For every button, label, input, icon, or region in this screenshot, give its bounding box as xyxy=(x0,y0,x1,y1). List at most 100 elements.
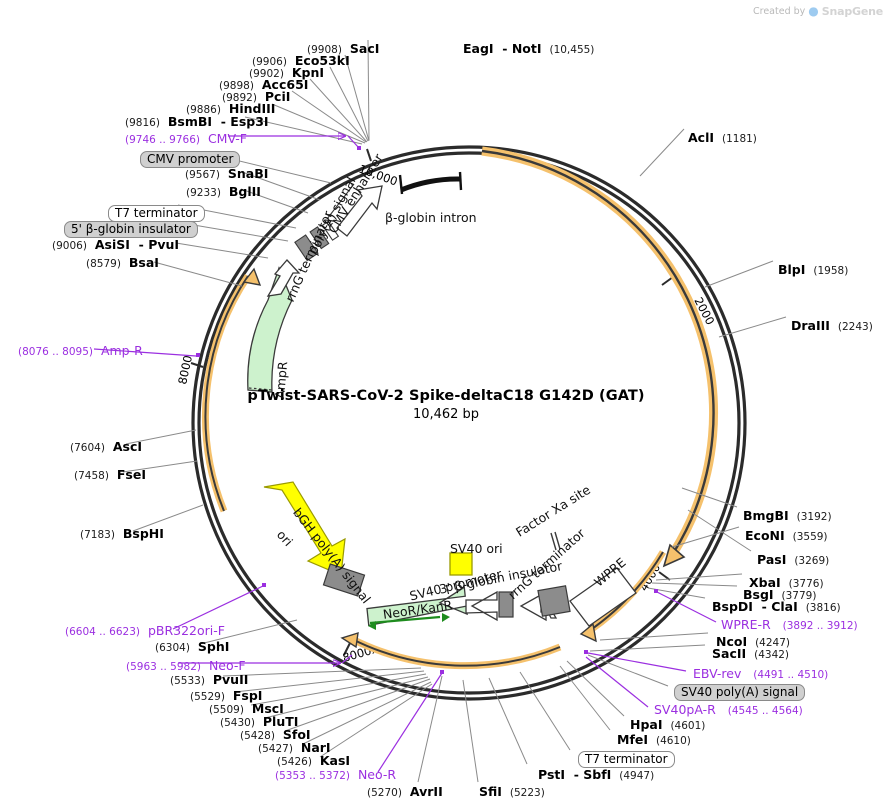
primer-label-ebv-rev[interactable]: EBV-rev (4491 .. 4510) xyxy=(693,667,829,681)
enzyme-name: HpaI xyxy=(630,717,663,732)
enzyme-label-bglii[interactable]: (9233) BglII xyxy=(186,185,261,199)
leader-lines xyxy=(122,39,787,783)
enzyme-label-pvuii[interactable]: (5533) PvuII xyxy=(170,673,248,687)
feature-box-5-globin-insulator[interactable]: 5' β-globin insulator xyxy=(64,221,198,238)
enzyme-label-asci[interactable]: (7604) AscI xyxy=(70,439,143,454)
feature-box-t7-terminator[interactable]: T7 terminator xyxy=(578,751,675,768)
enzyme-label-sfii[interactable]: SfiI (5223) xyxy=(479,785,545,799)
enzyme-name-secondary: ClaI xyxy=(771,599,798,614)
primer-label-wpre-r[interactable]: WPRE-R (3892 .. 3912) xyxy=(721,618,858,632)
inner-feature-sv40-ori[interactable]: SV40 ori xyxy=(450,541,503,556)
watermark-prefix: Created by xyxy=(753,5,806,17)
enzyme-label-sfoi[interactable]: (5428) SfoI xyxy=(240,727,311,742)
enzyme-label-sacii[interactable]: SacII (4342) xyxy=(712,646,789,661)
enzyme-position: (3559) xyxy=(792,531,828,543)
enzyme-label-acc65i[interactable]: (9898) Acc65I xyxy=(219,77,309,92)
enzyme-label-pasi[interactable]: PasI (3269) xyxy=(757,553,829,567)
primer-range: (5963 .. 5982) xyxy=(126,661,201,673)
enzyme-label-kasi[interactable]: (5426) KasI xyxy=(277,754,350,768)
enzyme-label-econi[interactable]: EcoNI (3559) xyxy=(745,529,828,543)
enzyme-name: BsgI xyxy=(743,587,774,602)
enzyme-position: (5428) xyxy=(240,730,275,742)
inner-feature--globin-intron[interactable]: β-globin intron xyxy=(385,210,477,225)
feature-box-t7-terminator[interactable]: T7 terminator xyxy=(108,205,205,222)
enzyme-label-hindiii[interactable]: (9886) HindIII xyxy=(186,102,275,116)
enzyme-name: BmgBI xyxy=(743,508,789,523)
enzyme-label-fspi[interactable]: (5529) FspI xyxy=(190,688,263,703)
enzyme-name-secondary: PvuI xyxy=(148,237,180,252)
primer-label-pbr322ori-f[interactable]: (6604 .. 6623) pBR322ori-F xyxy=(65,624,225,638)
enzyme-position: (7604) xyxy=(70,442,105,454)
enzyme-name: BspDI xyxy=(712,599,753,614)
primer-label-sv40pa-r[interactable]: SV40pA-R (4545 .. 4564) xyxy=(654,703,803,717)
enzyme-label-eagi[interactable]: EagI - NotI (10,455) xyxy=(463,41,595,56)
enzyme-position: (5270) xyxy=(367,787,402,799)
enzyme-name: Acc65I xyxy=(261,77,309,92)
primer-label-cmv-f[interactable]: (9746 .. 9766) CMV-F xyxy=(125,132,247,146)
enzyme-position: (5430) xyxy=(220,717,255,729)
feature-box-cmv-promoter[interactable]: CMV promoter xyxy=(140,151,241,168)
enzyme-name: SacII xyxy=(712,646,747,661)
primer-label-neo-f[interactable]: (5963 .. 5982) Neo-F xyxy=(126,658,246,673)
enzyme-label-acli[interactable]: AclI (1181) xyxy=(688,131,757,145)
primer-label-amp-r[interactable]: (8076 .. 8095) Amp-R xyxy=(18,344,143,358)
enzyme-label-fsei[interactable]: (7458) FseI xyxy=(74,468,146,482)
enzyme-label-xbai[interactable]: XbaI (3776) xyxy=(749,576,824,590)
enzyme-label-sphi[interactable]: (6304) SphI xyxy=(155,639,230,654)
enzyme-label-asisi[interactable]: (9006) AsiSI - PvuI xyxy=(52,237,180,252)
enzyme-label-hpai[interactable]: HpaI (4601) xyxy=(630,717,706,732)
enzyme-label-msci[interactable]: (5509) MscI xyxy=(209,702,284,716)
enzyme-label-psti[interactable]: PstI - SbfI (4947) xyxy=(538,767,655,782)
plasmid-name: pTwist-SARS-CoV-2 Spike-deltaC18 G142D (… xyxy=(247,388,645,404)
enzyme-label-eco53ki[interactable]: (9906) Eco53kI xyxy=(252,54,350,68)
enzyme-position: (4610) xyxy=(655,735,691,747)
enzyme-label-ncoi[interactable]: NcoI (4247) xyxy=(716,634,790,649)
enzyme-label-draiii[interactable]: DraIII (2243) xyxy=(791,319,873,333)
enzyme-label-pluti[interactable]: (5430) PluTI xyxy=(220,715,298,729)
enzyme-label-bmgbi[interactable]: BmgBI (3192) xyxy=(743,508,832,523)
enzyme-label-nari[interactable]: (5427) NarI xyxy=(258,741,331,755)
enzyme-position: (9892) xyxy=(222,92,257,104)
enzyme-label-pcii[interactable]: (9892) PciI xyxy=(222,90,290,104)
enzyme-label-bspdi[interactable]: BspDI - ClaI (3816) xyxy=(712,599,841,614)
enzyme-name: MfeI xyxy=(617,732,649,747)
enzyme-separator: - xyxy=(493,41,512,56)
enzyme-label-saci[interactable]: (9908) SacI xyxy=(307,42,379,56)
enzyme-name: NcoI xyxy=(716,634,748,649)
enzyme-label-avrii[interactable]: (5270) AvrII xyxy=(367,784,443,799)
enzyme-label-mfei[interactable]: MfeI (4610) xyxy=(617,732,691,747)
enzyme-label-snabi[interactable]: (9567) SnaBI xyxy=(185,167,268,181)
plasmid-title-block: pTwist-SARS-CoV-2 Spike-deltaC18 G142D (… xyxy=(236,388,656,422)
primer-name: Neo-F xyxy=(208,658,246,673)
sv40-promoter-arrow xyxy=(465,590,498,622)
enzyme-position: (9908) xyxy=(307,44,342,56)
enzyme-separator: - xyxy=(129,237,149,252)
enzyme-position: (10,455) xyxy=(549,44,595,56)
enzyme-name: AvrII xyxy=(409,784,443,799)
enzyme-label-kpni[interactable]: (9902) KpnI xyxy=(249,66,324,80)
enzyme-name-secondary: SbfI xyxy=(583,767,612,782)
enzyme-label-bsai[interactable]: (8579) BsaI xyxy=(86,256,159,270)
enzyme-label-blpi[interactable]: BlpI (1958) xyxy=(778,263,848,277)
plasmid-size: 10,462 bp xyxy=(412,407,480,422)
primer-range: (8076 .. 8095) xyxy=(18,346,93,358)
feature-box-sv40-poly-a-signal[interactable]: SV40 poly(A) signal xyxy=(674,684,806,701)
enzyme-label-bsmbi[interactable]: (9816) BsmBI - Esp3I xyxy=(125,114,269,129)
enzyme-separator: - xyxy=(212,114,231,129)
enzyme-label-bsgi[interactable]: BsgI (3779) xyxy=(743,587,816,602)
enzyme-position: (9906) xyxy=(252,56,287,68)
enzyme-label-bsphi[interactable]: (7183) BspHI xyxy=(80,527,164,541)
enzyme-name: SphI xyxy=(197,639,230,654)
enzyme-name: SfoI xyxy=(282,727,311,742)
enzyme-name: FspI xyxy=(232,688,263,703)
primer-label-neo-r[interactable]: (5353 .. 5372) Neo-R xyxy=(275,768,396,782)
enzyme-position: (4947) xyxy=(619,770,655,782)
cmv-enhancer-arrow xyxy=(326,183,383,237)
backbone-circle xyxy=(191,145,747,701)
primer-range: (3892 .. 3912) xyxy=(782,620,858,632)
enzyme-name: AscI xyxy=(112,439,143,454)
enzyme-name: AsiSI xyxy=(94,237,130,252)
enzyme-position: (4601) xyxy=(670,720,706,732)
primer-range: (4491 .. 4510) xyxy=(753,669,829,681)
